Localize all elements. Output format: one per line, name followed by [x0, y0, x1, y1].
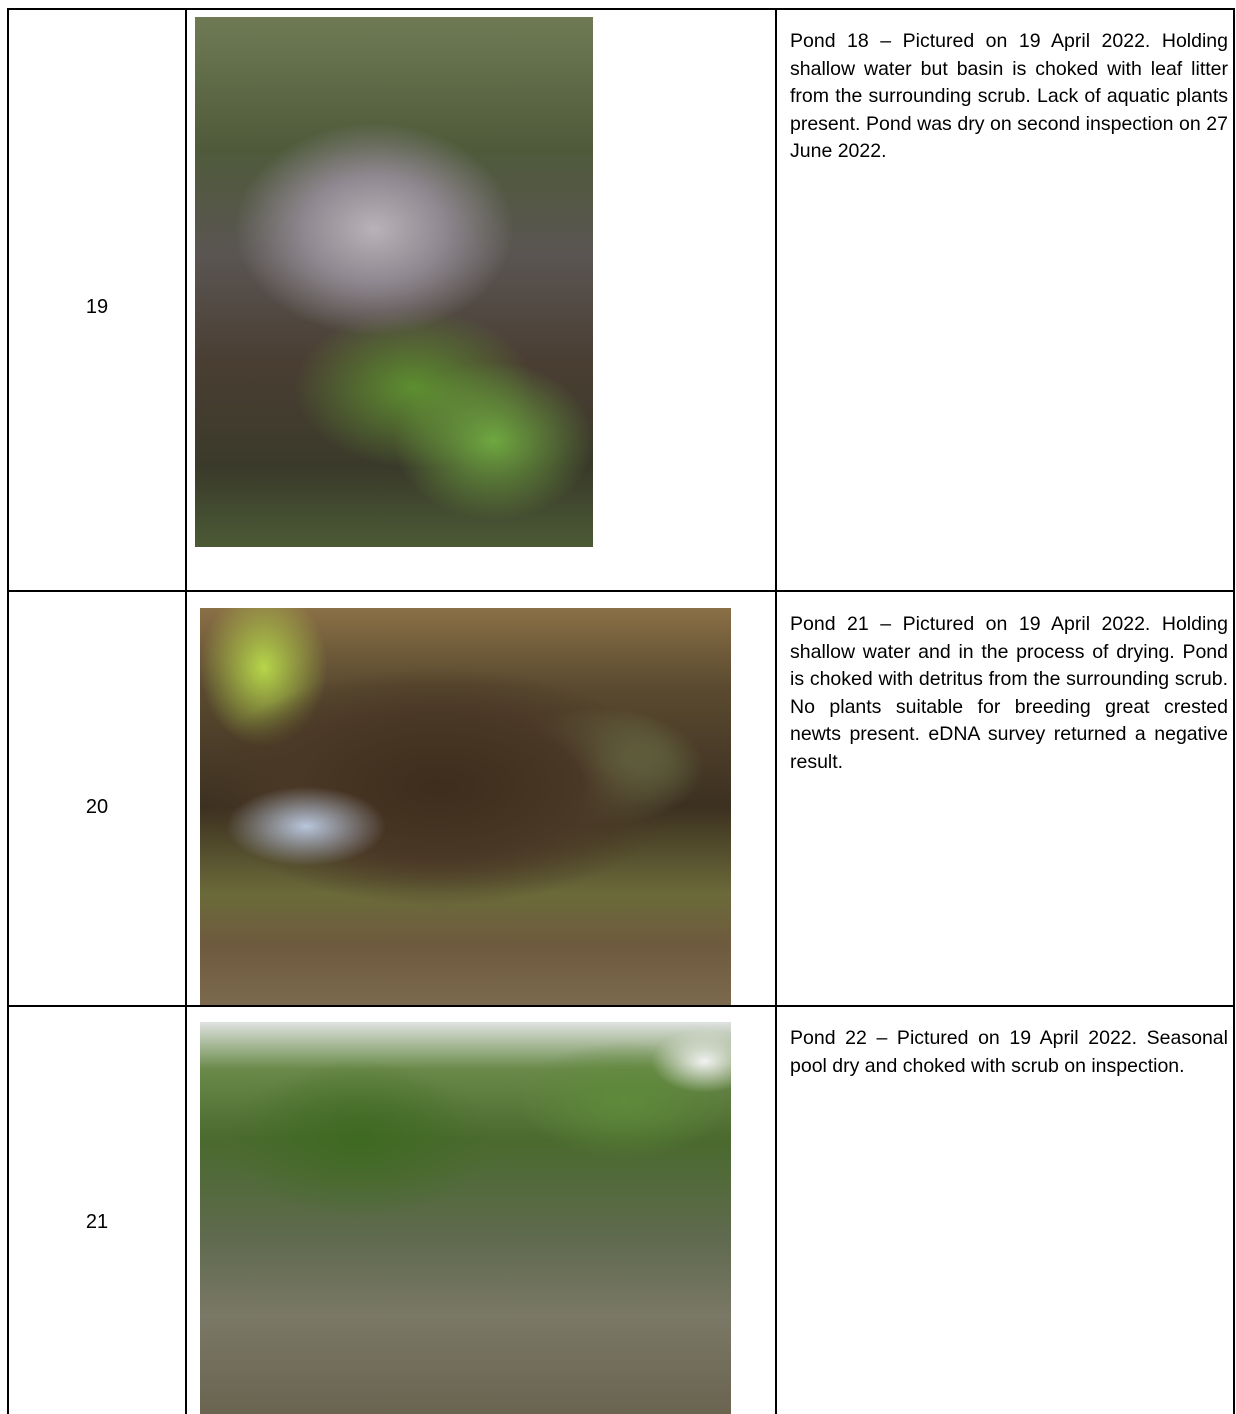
column-divider [185, 8, 187, 1414]
row-divider [7, 1005, 1235, 1007]
description: Pond 22 – Pictured on 19 April 2022. Sea… [790, 1027, 1228, 1077]
row-divider [7, 590, 1235, 592]
row-number: 20 [85, 796, 109, 818]
row-number: 19 [85, 296, 109, 318]
photo [200, 1022, 731, 1414]
table-border [7, 8, 1235, 10]
photo [195, 17, 593, 547]
table-border [1233, 8, 1235, 1414]
table-border [7, 8, 9, 1414]
description: Pond 18 – Pictured on 19 April 2022. Hol… [790, 30, 1228, 163]
row-number: 21 [85, 1211, 109, 1233]
column-divider [775, 8, 777, 1414]
description: Pond 21 – Pictured on 19 April 2022. Hol… [790, 613, 1228, 773]
photo [200, 608, 731, 1005]
